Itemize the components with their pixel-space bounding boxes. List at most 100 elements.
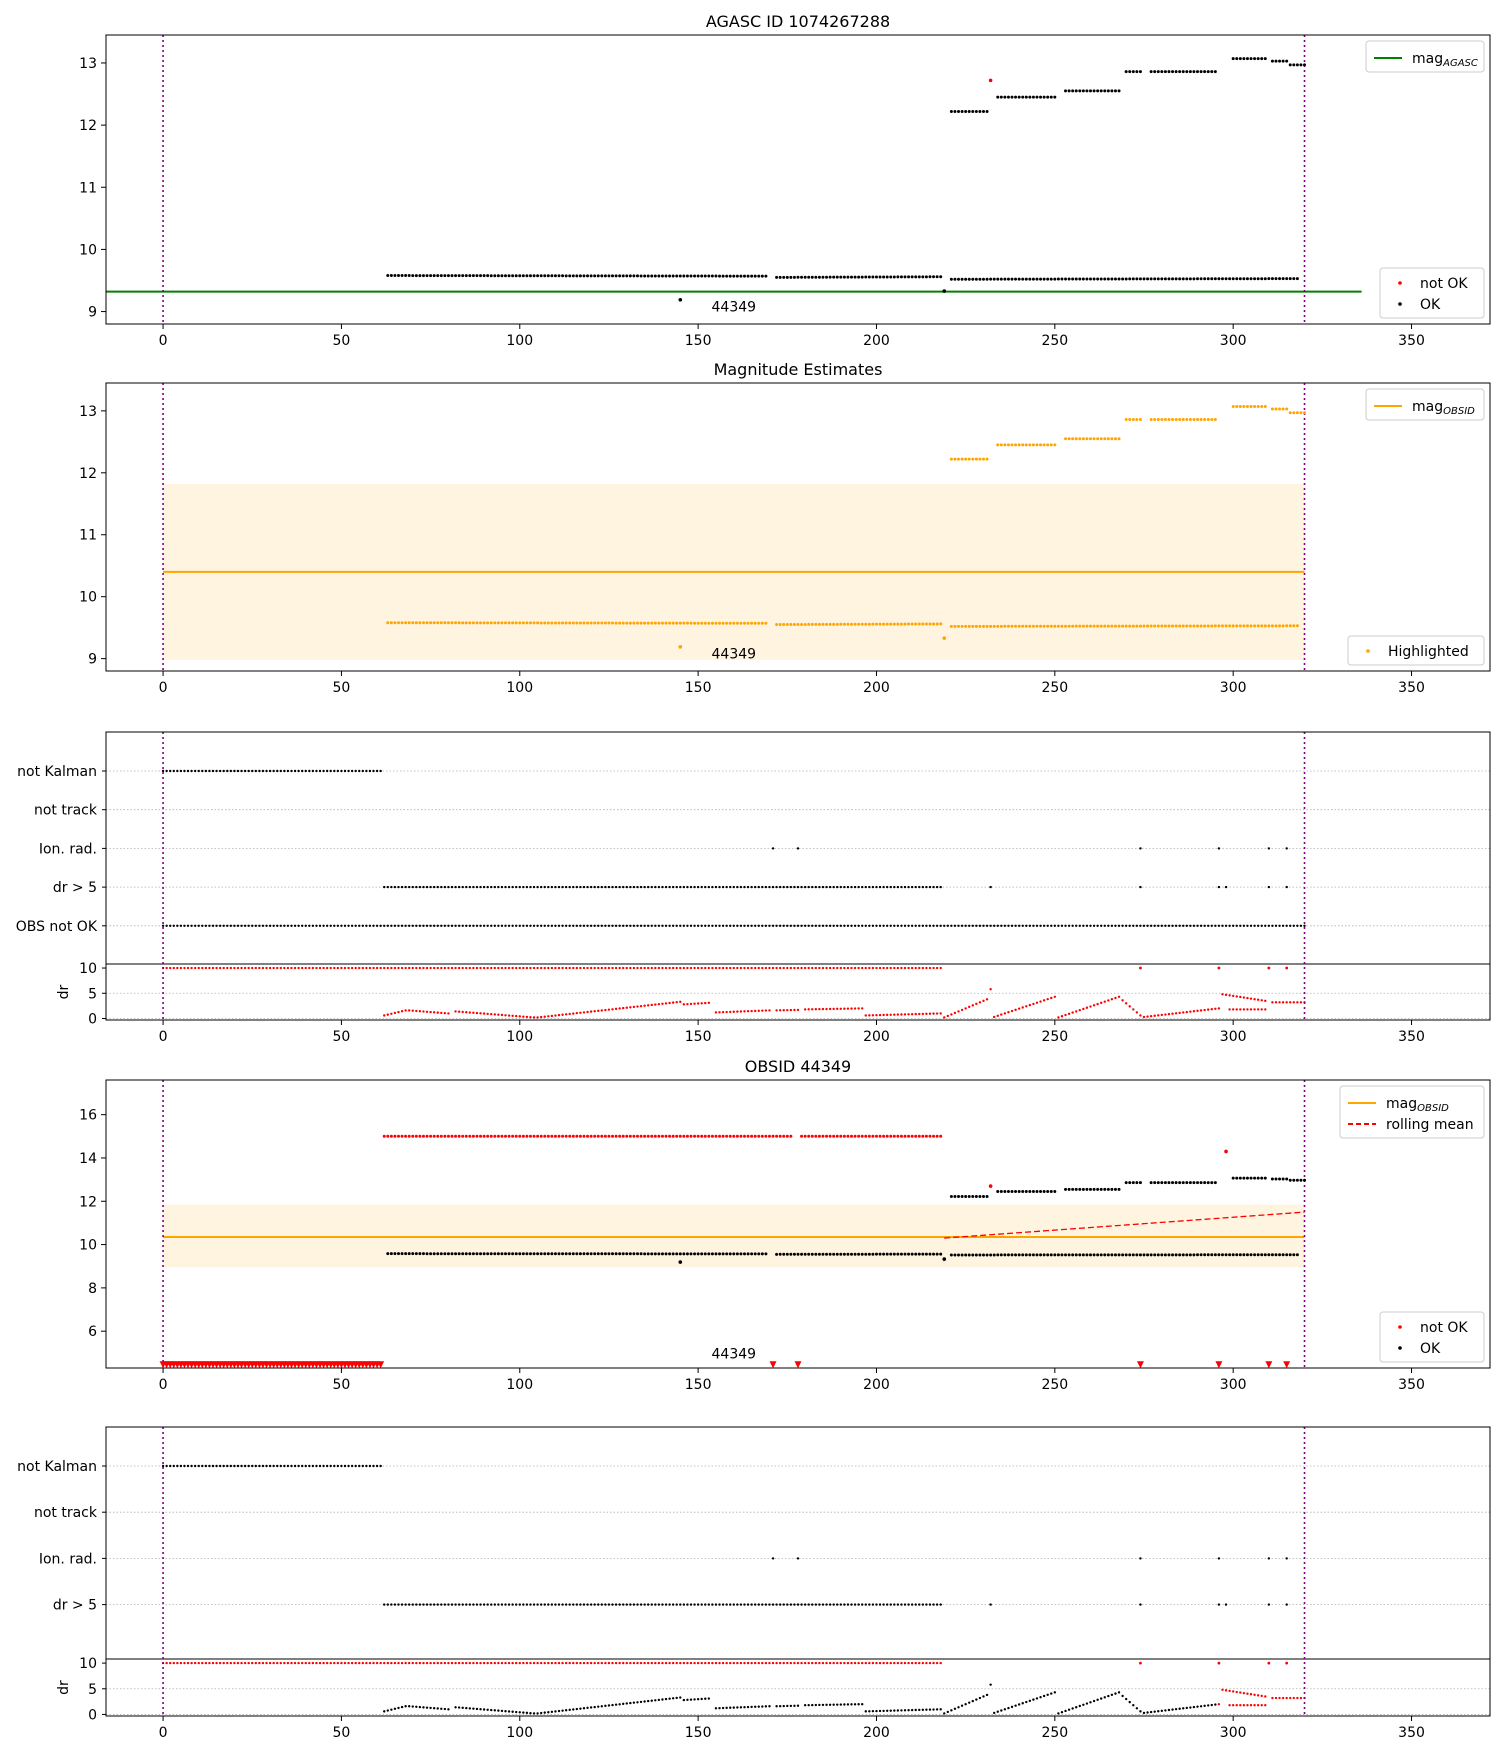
x-tick-label: 150 <box>685 680 712 696</box>
data-point <box>892 1252 896 1256</box>
data-point <box>778 1134 782 1138</box>
flag-point <box>197 924 200 927</box>
dr-point <box>932 1012 935 1015</box>
data-point <box>1231 57 1235 61</box>
flag-point <box>1246 924 1249 927</box>
dr-point <box>575 1707 579 1711</box>
dr-clipped-point <box>539 966 543 970</box>
data-point <box>429 274 433 278</box>
flag-point <box>768 924 771 927</box>
data-point <box>1131 418 1135 422</box>
dr-point <box>593 1010 596 1013</box>
flag-point <box>675 924 678 927</box>
dr-clipped-point <box>272 966 275 970</box>
dr-point <box>811 1008 814 1011</box>
data-point <box>1235 405 1239 409</box>
data-point <box>1085 1253 1089 1257</box>
data-point <box>1295 624 1299 628</box>
data-point <box>939 1252 943 1256</box>
data-point <box>721 621 725 625</box>
flag-point <box>746 924 750 927</box>
dr-point <box>579 1707 582 1710</box>
data-point <box>1281 624 1285 628</box>
flag-point <box>682 885 686 889</box>
data-point <box>625 1134 629 1138</box>
flag-point <box>447 885 450 889</box>
flag-point <box>279 1464 282 1468</box>
data-point <box>1192 418 1196 422</box>
dr-point <box>422 1706 425 1709</box>
flag-point <box>579 885 582 889</box>
dr-clipped-point <box>240 1661 243 1665</box>
data-point <box>1010 1253 1014 1257</box>
flag-point <box>504 1603 507 1606</box>
data-point <box>500 1252 504 1256</box>
flag-point <box>215 769 218 773</box>
dr-clipped-point <box>746 1661 750 1665</box>
data-point <box>1231 277 1235 281</box>
data-point <box>853 1134 857 1138</box>
flag-point <box>925 924 928 927</box>
data-point <box>1099 277 1103 281</box>
dr-clipped-point <box>618 966 621 970</box>
dr-clipped-point <box>265 1661 268 1665</box>
dr-point <box>436 1707 439 1710</box>
data-point <box>703 1252 707 1256</box>
data-point <box>1074 1253 1078 1257</box>
dr-point <box>614 1703 618 1706</box>
dr-clipped-point <box>789 1661 793 1665</box>
flag-point <box>821 1603 825 1606</box>
data-point <box>960 1253 964 1257</box>
flag-point <box>440 924 443 927</box>
data-point <box>718 1134 722 1138</box>
dr-clipped-point <box>258 966 261 970</box>
dr-point <box>796 1008 800 1012</box>
dr-clipped-point <box>671 966 675 970</box>
dr-point <box>878 1013 882 1017</box>
data-point <box>949 277 953 281</box>
dr-point <box>725 1706 728 1710</box>
dr-point <box>1182 1707 1185 1710</box>
dr-point <box>643 1004 646 1007</box>
dr-point <box>953 1707 957 1711</box>
dr-point <box>832 1007 835 1011</box>
dr-point <box>1000 1709 1003 1712</box>
flag-point <box>361 769 365 773</box>
data-point <box>407 1252 411 1256</box>
data-point <box>981 1194 985 1198</box>
flag-point <box>211 1464 215 1468</box>
flag-point <box>1217 1557 1221 1560</box>
flag-point <box>1121 924 1124 927</box>
dr-clipped-point <box>493 966 497 970</box>
dr-clipped-point <box>564 966 568 970</box>
data-point <box>1185 70 1189 74</box>
flag-point <box>511 885 514 889</box>
data-point <box>532 621 536 625</box>
dr-point <box>425 1010 429 1013</box>
data-point <box>1113 437 1117 441</box>
data-point <box>1067 437 1071 441</box>
data-point <box>792 1252 796 1256</box>
flag-point <box>240 769 243 773</box>
flag-point <box>846 924 850 927</box>
data-point <box>703 1134 707 1138</box>
data-point <box>864 275 868 279</box>
flag-point <box>1214 924 1217 927</box>
data-point <box>924 1252 928 1256</box>
flag-point <box>643 885 646 889</box>
data-point <box>935 275 939 279</box>
legend-box <box>1365 40 1485 73</box>
flag-point <box>586 1603 589 1606</box>
dr-clipped-point <box>279 966 282 970</box>
dr-point <box>386 1013 389 1016</box>
dr-clipped-point <box>575 1661 579 1665</box>
flag-point <box>743 924 746 927</box>
data-point <box>396 1252 400 1256</box>
flag-point <box>222 924 225 927</box>
data-point <box>561 1252 565 1256</box>
flag-point <box>589 1603 593 1606</box>
dr-clipped-point <box>646 966 650 970</box>
data-point <box>589 274 593 278</box>
data-point <box>1028 95 1032 99</box>
dr-clipped-point <box>436 966 439 970</box>
